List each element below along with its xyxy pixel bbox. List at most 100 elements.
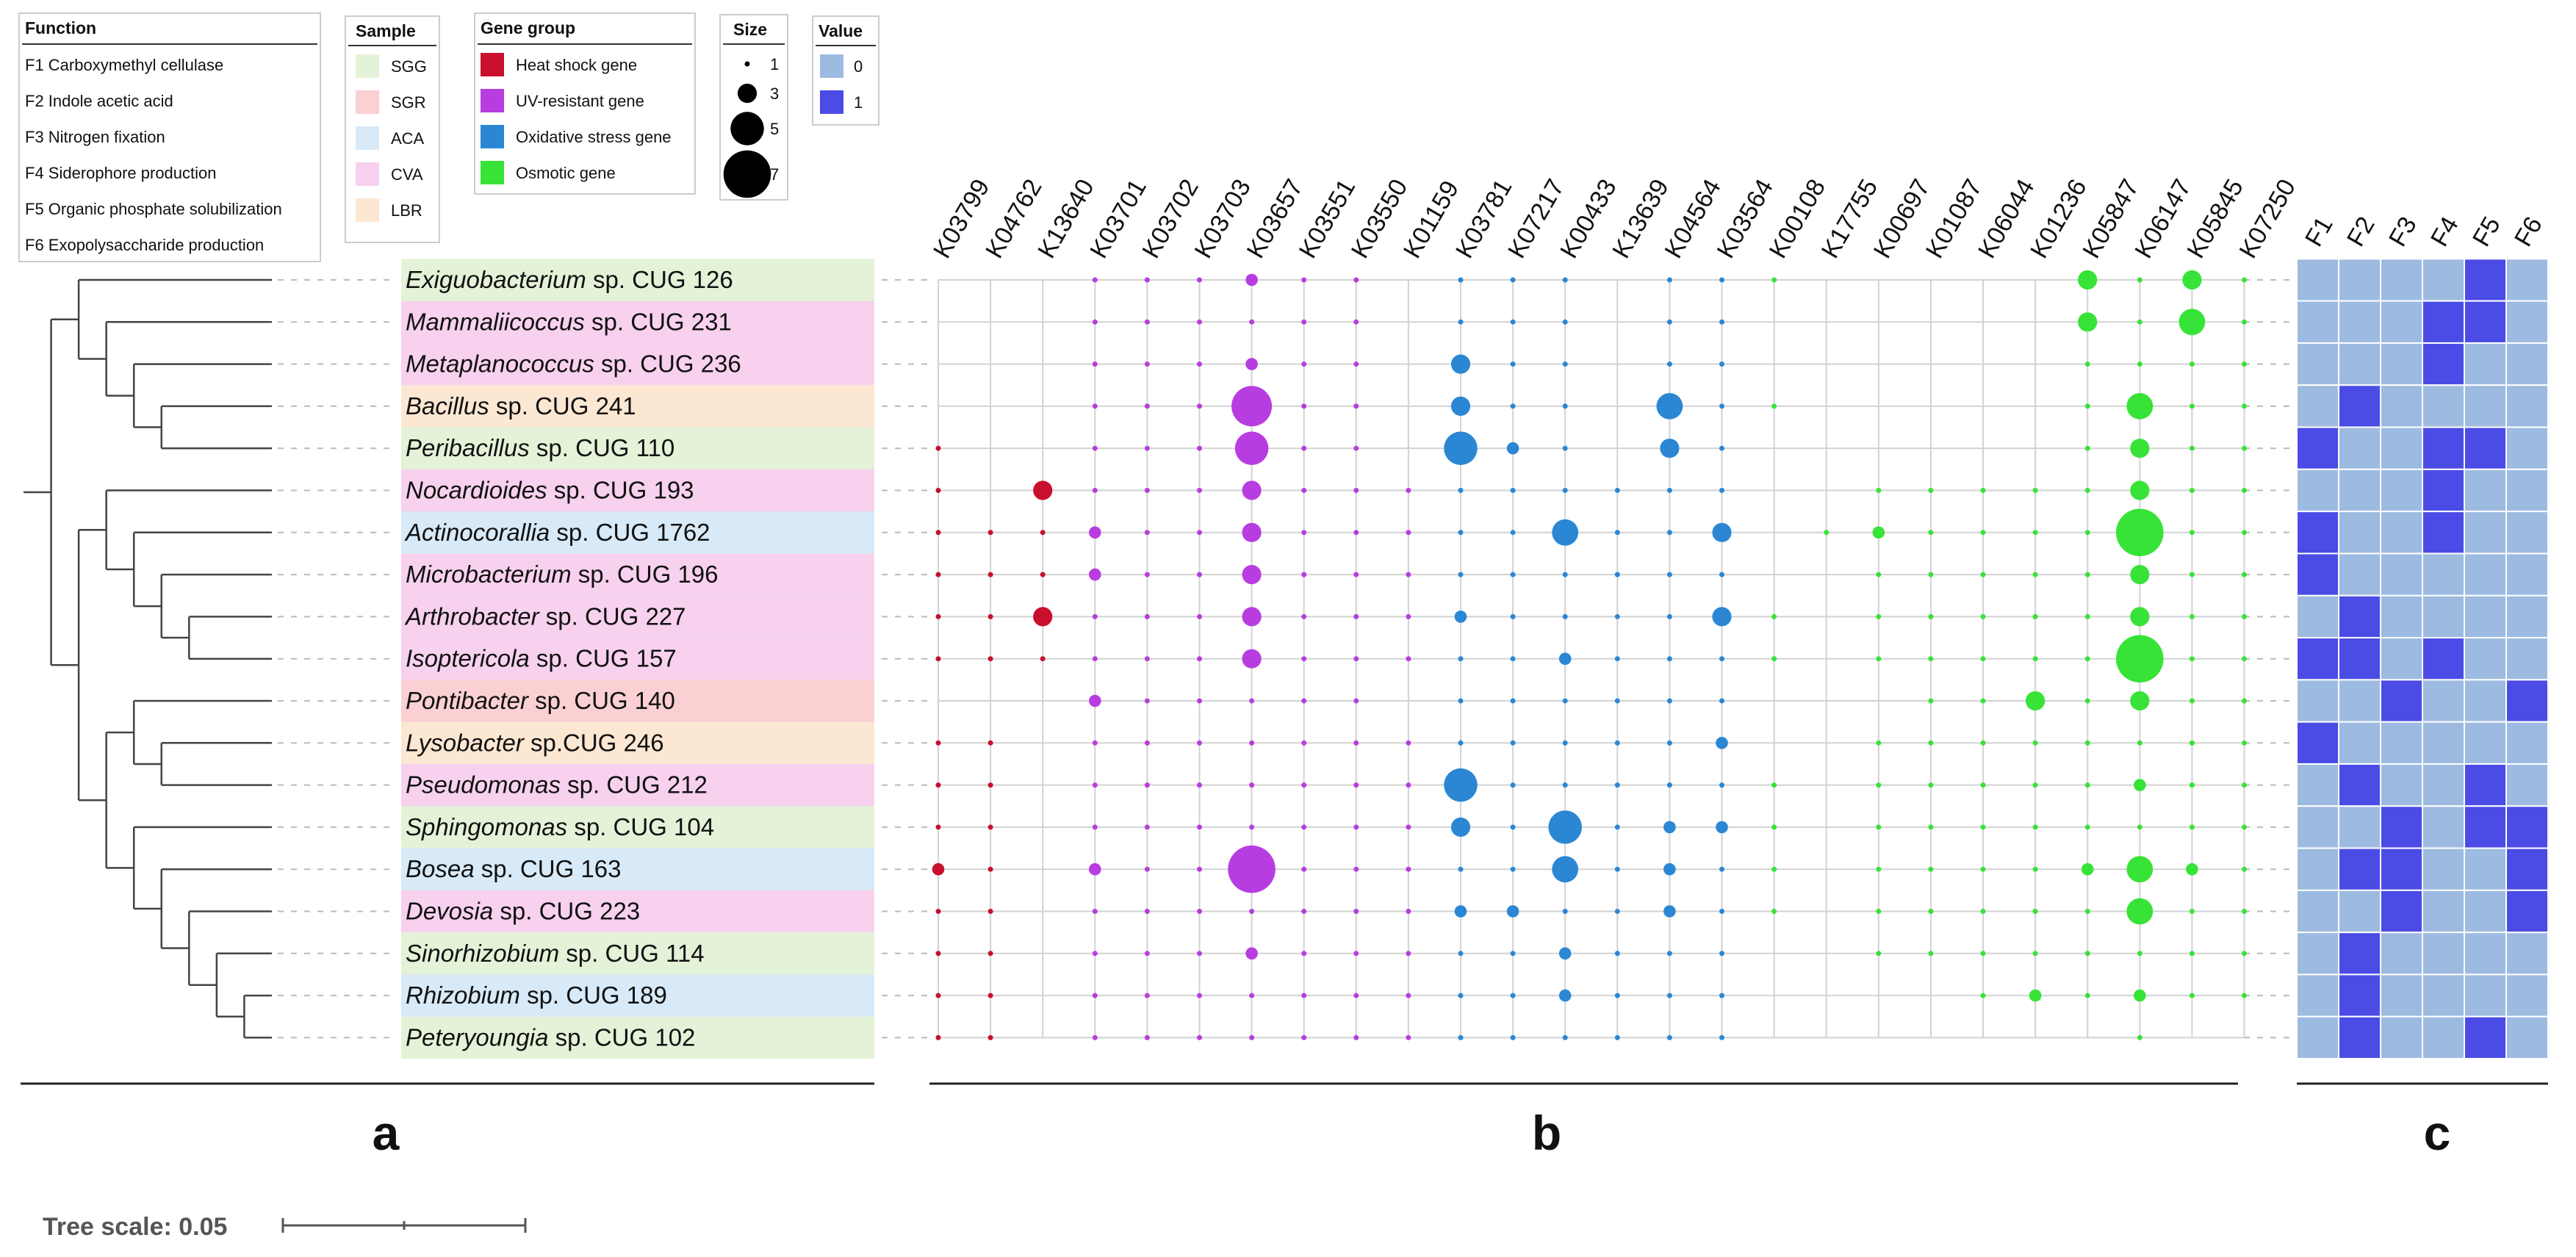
gene-bubble xyxy=(1353,782,1359,788)
gene-bubble xyxy=(1249,319,1255,325)
gene-bubble xyxy=(2242,909,2247,914)
function-heat-cell xyxy=(2296,258,2339,302)
function-heat-cell xyxy=(2338,763,2381,807)
gene-bubble xyxy=(1558,947,1572,960)
gene-bubble xyxy=(1249,698,1255,704)
function-heat-cell xyxy=(2422,552,2465,597)
gene-bubble xyxy=(1719,782,1724,788)
gene-bubble xyxy=(1092,613,1098,619)
gene-bubble xyxy=(1406,530,1411,536)
taxon-strain: sp. CUG 110 xyxy=(530,434,674,461)
gene-bubble xyxy=(1353,698,1359,704)
gene-bubble xyxy=(1353,319,1359,325)
taxon-sample-band xyxy=(401,932,874,975)
taxon-label: Rhizobium sp. CUG 189 xyxy=(406,982,667,1009)
gene-bubble xyxy=(1406,1034,1411,1040)
size-legend-title: Size xyxy=(733,20,767,39)
taxon-sample-band xyxy=(401,806,874,849)
gene-bubble xyxy=(1562,361,1568,367)
gene-bubble xyxy=(1450,354,1471,374)
gene-bubble xyxy=(1562,740,1568,746)
function-heat-cell xyxy=(2338,342,2381,386)
gene-bubble xyxy=(1719,361,1724,367)
gene-bubble xyxy=(2189,361,2195,367)
gene-bubble xyxy=(2084,613,2090,619)
gene-bubble xyxy=(1092,1034,1098,1040)
gene-bubble xyxy=(1353,488,1359,493)
gene-bubble xyxy=(1242,607,1262,627)
taxon-genus: Sinorhizobium xyxy=(406,940,559,967)
sample-legend-swatch xyxy=(356,162,379,186)
gene-bubble xyxy=(2130,439,2150,458)
function-heat-cell xyxy=(2380,847,2423,891)
gene-bubble xyxy=(1719,319,1724,325)
gene-bubble xyxy=(1301,572,1307,577)
function-heat-cell xyxy=(2464,847,2507,891)
gene-bubble xyxy=(2189,824,2195,830)
function-heat-cell xyxy=(2338,426,2381,470)
taxon-strain: sp. CUG 102 xyxy=(548,1023,695,1051)
gene-bubble xyxy=(2029,989,2042,1002)
sample-legend-title: Sample xyxy=(356,21,416,40)
gene-bubble xyxy=(1197,319,1202,325)
gene-bubble xyxy=(1980,656,1986,662)
gene-bubble xyxy=(935,613,941,619)
gene-bubble xyxy=(1144,951,1150,957)
gene-bubble xyxy=(1301,277,1307,283)
taxon-sample-band xyxy=(401,511,874,554)
gene-bubble xyxy=(1928,530,1934,536)
sample-legend-item: SGR xyxy=(391,93,426,112)
gene-bubble xyxy=(2116,635,2164,682)
gene-bubble xyxy=(2137,824,2143,830)
gene-bubble xyxy=(1824,530,1830,536)
function-heat-cell xyxy=(2422,721,2465,765)
function-column-label: F3 xyxy=(2383,212,2422,251)
gene-bubble xyxy=(1450,817,1471,837)
taxon-strain: sp. CUG 236 xyxy=(594,350,741,378)
gene-bubble xyxy=(1458,319,1464,325)
taxon-strain: sp. CUG 1762 xyxy=(550,519,710,546)
tree-scale-label: Tree scale: 0.05 xyxy=(43,1213,227,1241)
gene-bubble xyxy=(1548,810,1582,844)
function-heatmap: F1 F2 F3 F4 F5 F6 xyxy=(2296,212,2549,1060)
gene-bubble xyxy=(1301,319,1307,325)
taxon-label: Bacillus sp. CUG 241 xyxy=(406,392,636,419)
gene-bubble xyxy=(1092,951,1098,957)
gene-bubble xyxy=(2242,488,2247,493)
gene-bubble xyxy=(2189,613,2195,619)
gene-bubble xyxy=(2189,530,2195,536)
gene-bubble xyxy=(1510,824,1516,830)
taxon-label: Nocardioides sp. CUG 193 xyxy=(406,477,694,504)
gene-bubble xyxy=(1510,572,1516,577)
gene-bubble xyxy=(1510,277,1516,283)
taxon-strain: sp. CUG 163 xyxy=(475,855,622,882)
function-heat-cell xyxy=(2296,426,2339,470)
gene-bubble xyxy=(1450,396,1471,417)
gene-bubble xyxy=(1406,656,1411,662)
gene-bubble xyxy=(1301,530,1307,536)
taxon-sample-band xyxy=(401,890,874,933)
gene-bubble xyxy=(1510,740,1516,746)
gene-bubble xyxy=(987,740,993,746)
gene-bubble xyxy=(1614,740,1620,746)
gene-bubble xyxy=(2182,270,2202,290)
taxon-label: Microbacterium sp. CUG 196 xyxy=(406,561,718,588)
gene-bubble xyxy=(1231,386,1273,427)
taxon-genus: Devosia xyxy=(406,898,493,925)
gene-bubble xyxy=(1558,989,1572,1002)
gene-bubble xyxy=(1510,698,1516,704)
gene-bubble xyxy=(1249,782,1255,788)
gene-bubble xyxy=(1506,905,1519,918)
gene-bubble xyxy=(935,909,941,914)
gene-bubble xyxy=(1771,613,1777,619)
sample-legend-item: LBR xyxy=(391,201,422,220)
gene-bubble xyxy=(2126,393,2154,419)
gene-bubble xyxy=(1719,909,1724,914)
gene-bubble xyxy=(2137,1034,2143,1040)
gene-bubble xyxy=(1144,909,1150,914)
taxon-strain: sp. CUG 157 xyxy=(530,645,677,672)
panel-label-c: c xyxy=(2424,1106,2451,1160)
gene-bubble xyxy=(1458,530,1464,536)
gene-bubble xyxy=(1197,909,1202,914)
gene-bubble xyxy=(1242,522,1262,542)
